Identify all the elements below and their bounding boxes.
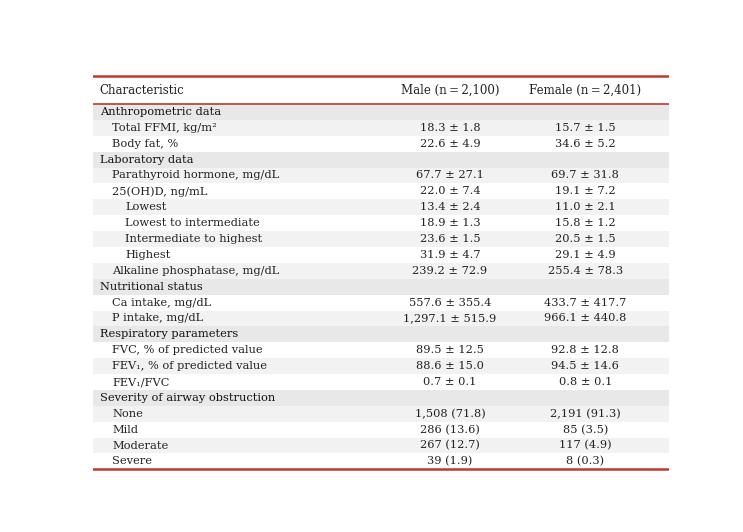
Text: Ca intake, mg/dL: Ca intake, mg/dL — [112, 297, 212, 307]
Text: P intake, mg/dL: P intake, mg/dL — [112, 313, 204, 323]
Bar — [93, 168, 669, 184]
Bar — [93, 327, 669, 342]
Bar — [93, 200, 669, 215]
Text: 966.1 ± 440.8: 966.1 ± 440.8 — [544, 313, 626, 323]
Text: 69.7 ± 31.8: 69.7 ± 31.8 — [551, 170, 619, 180]
Bar — [93, 136, 669, 152]
Bar — [93, 390, 669, 406]
Text: Anthropometric data: Anthropometric data — [100, 107, 221, 117]
Text: 25(OH)D, ng/mL: 25(OH)D, ng/mL — [112, 186, 208, 197]
Text: 557.6 ± 355.4: 557.6 ± 355.4 — [409, 297, 491, 307]
Text: Moderate: Moderate — [112, 440, 169, 451]
Text: 94.5 ± 14.6: 94.5 ± 14.6 — [551, 361, 619, 371]
Text: 11.0 ± 2.1: 11.0 ± 2.1 — [555, 202, 615, 212]
Text: 20.5 ± 1.5: 20.5 ± 1.5 — [555, 234, 615, 244]
Bar — [93, 295, 669, 311]
Text: FVC, % of predicted value: FVC, % of predicted value — [112, 345, 263, 355]
Text: Male (n = 2,100): Male (n = 2,100) — [400, 84, 499, 96]
Bar — [93, 358, 669, 374]
Bar — [93, 184, 669, 200]
Bar — [93, 453, 669, 469]
Text: 18.9 ± 1.3: 18.9 ± 1.3 — [420, 218, 480, 228]
Text: 433.7 ± 417.7: 433.7 ± 417.7 — [544, 297, 626, 307]
Text: FEV₁/FVC: FEV₁/FVC — [112, 377, 170, 387]
Bar — [93, 422, 669, 438]
Text: Intermediate to highest: Intermediate to highest — [125, 234, 262, 244]
Text: 286 (13.6): 286 (13.6) — [420, 425, 480, 435]
Text: 85 (3.5): 85 (3.5) — [562, 425, 608, 435]
Text: Alkaline phosphatase, mg/dL: Alkaline phosphatase, mg/dL — [112, 266, 279, 276]
Bar — [93, 406, 669, 422]
Text: 39 (1.9): 39 (1.9) — [427, 456, 473, 467]
Text: Total FFMI, kg/m²: Total FFMI, kg/m² — [112, 123, 217, 133]
Text: 22.6 ± 4.9: 22.6 ± 4.9 — [420, 139, 480, 149]
Text: Characteristic: Characteristic — [100, 84, 184, 96]
Text: Severity of airway obstruction: Severity of airway obstruction — [100, 393, 275, 403]
Bar — [93, 263, 669, 279]
Text: Severe: Severe — [112, 456, 152, 467]
Bar — [93, 342, 669, 358]
Text: Lowest to intermediate: Lowest to intermediate — [125, 218, 260, 228]
Text: 0.7 ± 0.1: 0.7 ± 0.1 — [424, 377, 476, 387]
Text: Highest: Highest — [125, 250, 170, 260]
Bar — [93, 438, 669, 453]
Text: Lowest: Lowest — [125, 202, 166, 212]
Text: FEV₁, % of predicted value: FEV₁, % of predicted value — [112, 361, 267, 371]
Bar — [93, 374, 669, 390]
Text: 2,191 (91.3): 2,191 (91.3) — [550, 409, 620, 419]
Text: 89.5 ± 12.5: 89.5 ± 12.5 — [416, 345, 484, 355]
Bar — [93, 231, 669, 247]
Text: 31.9 ± 4.7: 31.9 ± 4.7 — [420, 250, 480, 260]
Text: 239.2 ± 72.9: 239.2 ± 72.9 — [412, 266, 487, 276]
Text: 23.6 ± 1.5: 23.6 ± 1.5 — [420, 234, 480, 244]
Text: Nutritional status: Nutritional status — [100, 281, 203, 292]
Text: 1,297.1 ± 515.9: 1,297.1 ± 515.9 — [403, 313, 496, 323]
Bar — [93, 76, 669, 104]
Text: 8 (0.3): 8 (0.3) — [566, 456, 604, 467]
Text: Laboratory data: Laboratory data — [100, 155, 193, 164]
Text: 19.1 ± 7.2: 19.1 ± 7.2 — [555, 186, 615, 196]
Text: Female (n = 2,401): Female (n = 2,401) — [529, 84, 641, 96]
Text: 1,508 (71.8): 1,508 (71.8) — [415, 409, 485, 419]
Text: 92.8 ± 12.8: 92.8 ± 12.8 — [551, 345, 619, 355]
Text: 88.6 ± 15.0: 88.6 ± 15.0 — [416, 361, 484, 371]
Text: 0.8 ± 0.1: 0.8 ± 0.1 — [559, 377, 612, 387]
Text: 15.7 ± 1.5: 15.7 ± 1.5 — [555, 123, 615, 133]
Bar — [93, 279, 669, 295]
Text: 255.4 ± 78.3: 255.4 ± 78.3 — [548, 266, 623, 276]
Text: Body fat, %: Body fat, % — [112, 139, 179, 149]
Text: 29.1 ± 4.9: 29.1 ± 4.9 — [555, 250, 615, 260]
Text: 267 (12.7): 267 (12.7) — [420, 440, 480, 451]
Text: Respiratory parameters: Respiratory parameters — [100, 329, 238, 339]
Text: 117 (4.9): 117 (4.9) — [559, 440, 611, 451]
Bar — [93, 311, 669, 327]
Bar — [93, 247, 669, 263]
Bar — [93, 215, 669, 231]
Bar — [93, 152, 669, 168]
Text: 34.6 ± 5.2: 34.6 ± 5.2 — [555, 139, 615, 149]
Text: Parathyroid hormone, mg/dL: Parathyroid hormone, mg/dL — [112, 170, 279, 180]
Bar — [93, 120, 669, 136]
Text: 13.4 ± 2.4: 13.4 ± 2.4 — [420, 202, 480, 212]
Bar — [93, 104, 669, 120]
Text: 15.8 ± 1.2: 15.8 ± 1.2 — [555, 218, 615, 228]
Text: 67.7 ± 27.1: 67.7 ± 27.1 — [416, 170, 484, 180]
Text: 18.3 ± 1.8: 18.3 ± 1.8 — [420, 123, 480, 133]
Text: 22.0 ± 7.4: 22.0 ± 7.4 — [420, 186, 480, 196]
Text: Mild: Mild — [112, 425, 138, 435]
Text: None: None — [112, 409, 143, 419]
